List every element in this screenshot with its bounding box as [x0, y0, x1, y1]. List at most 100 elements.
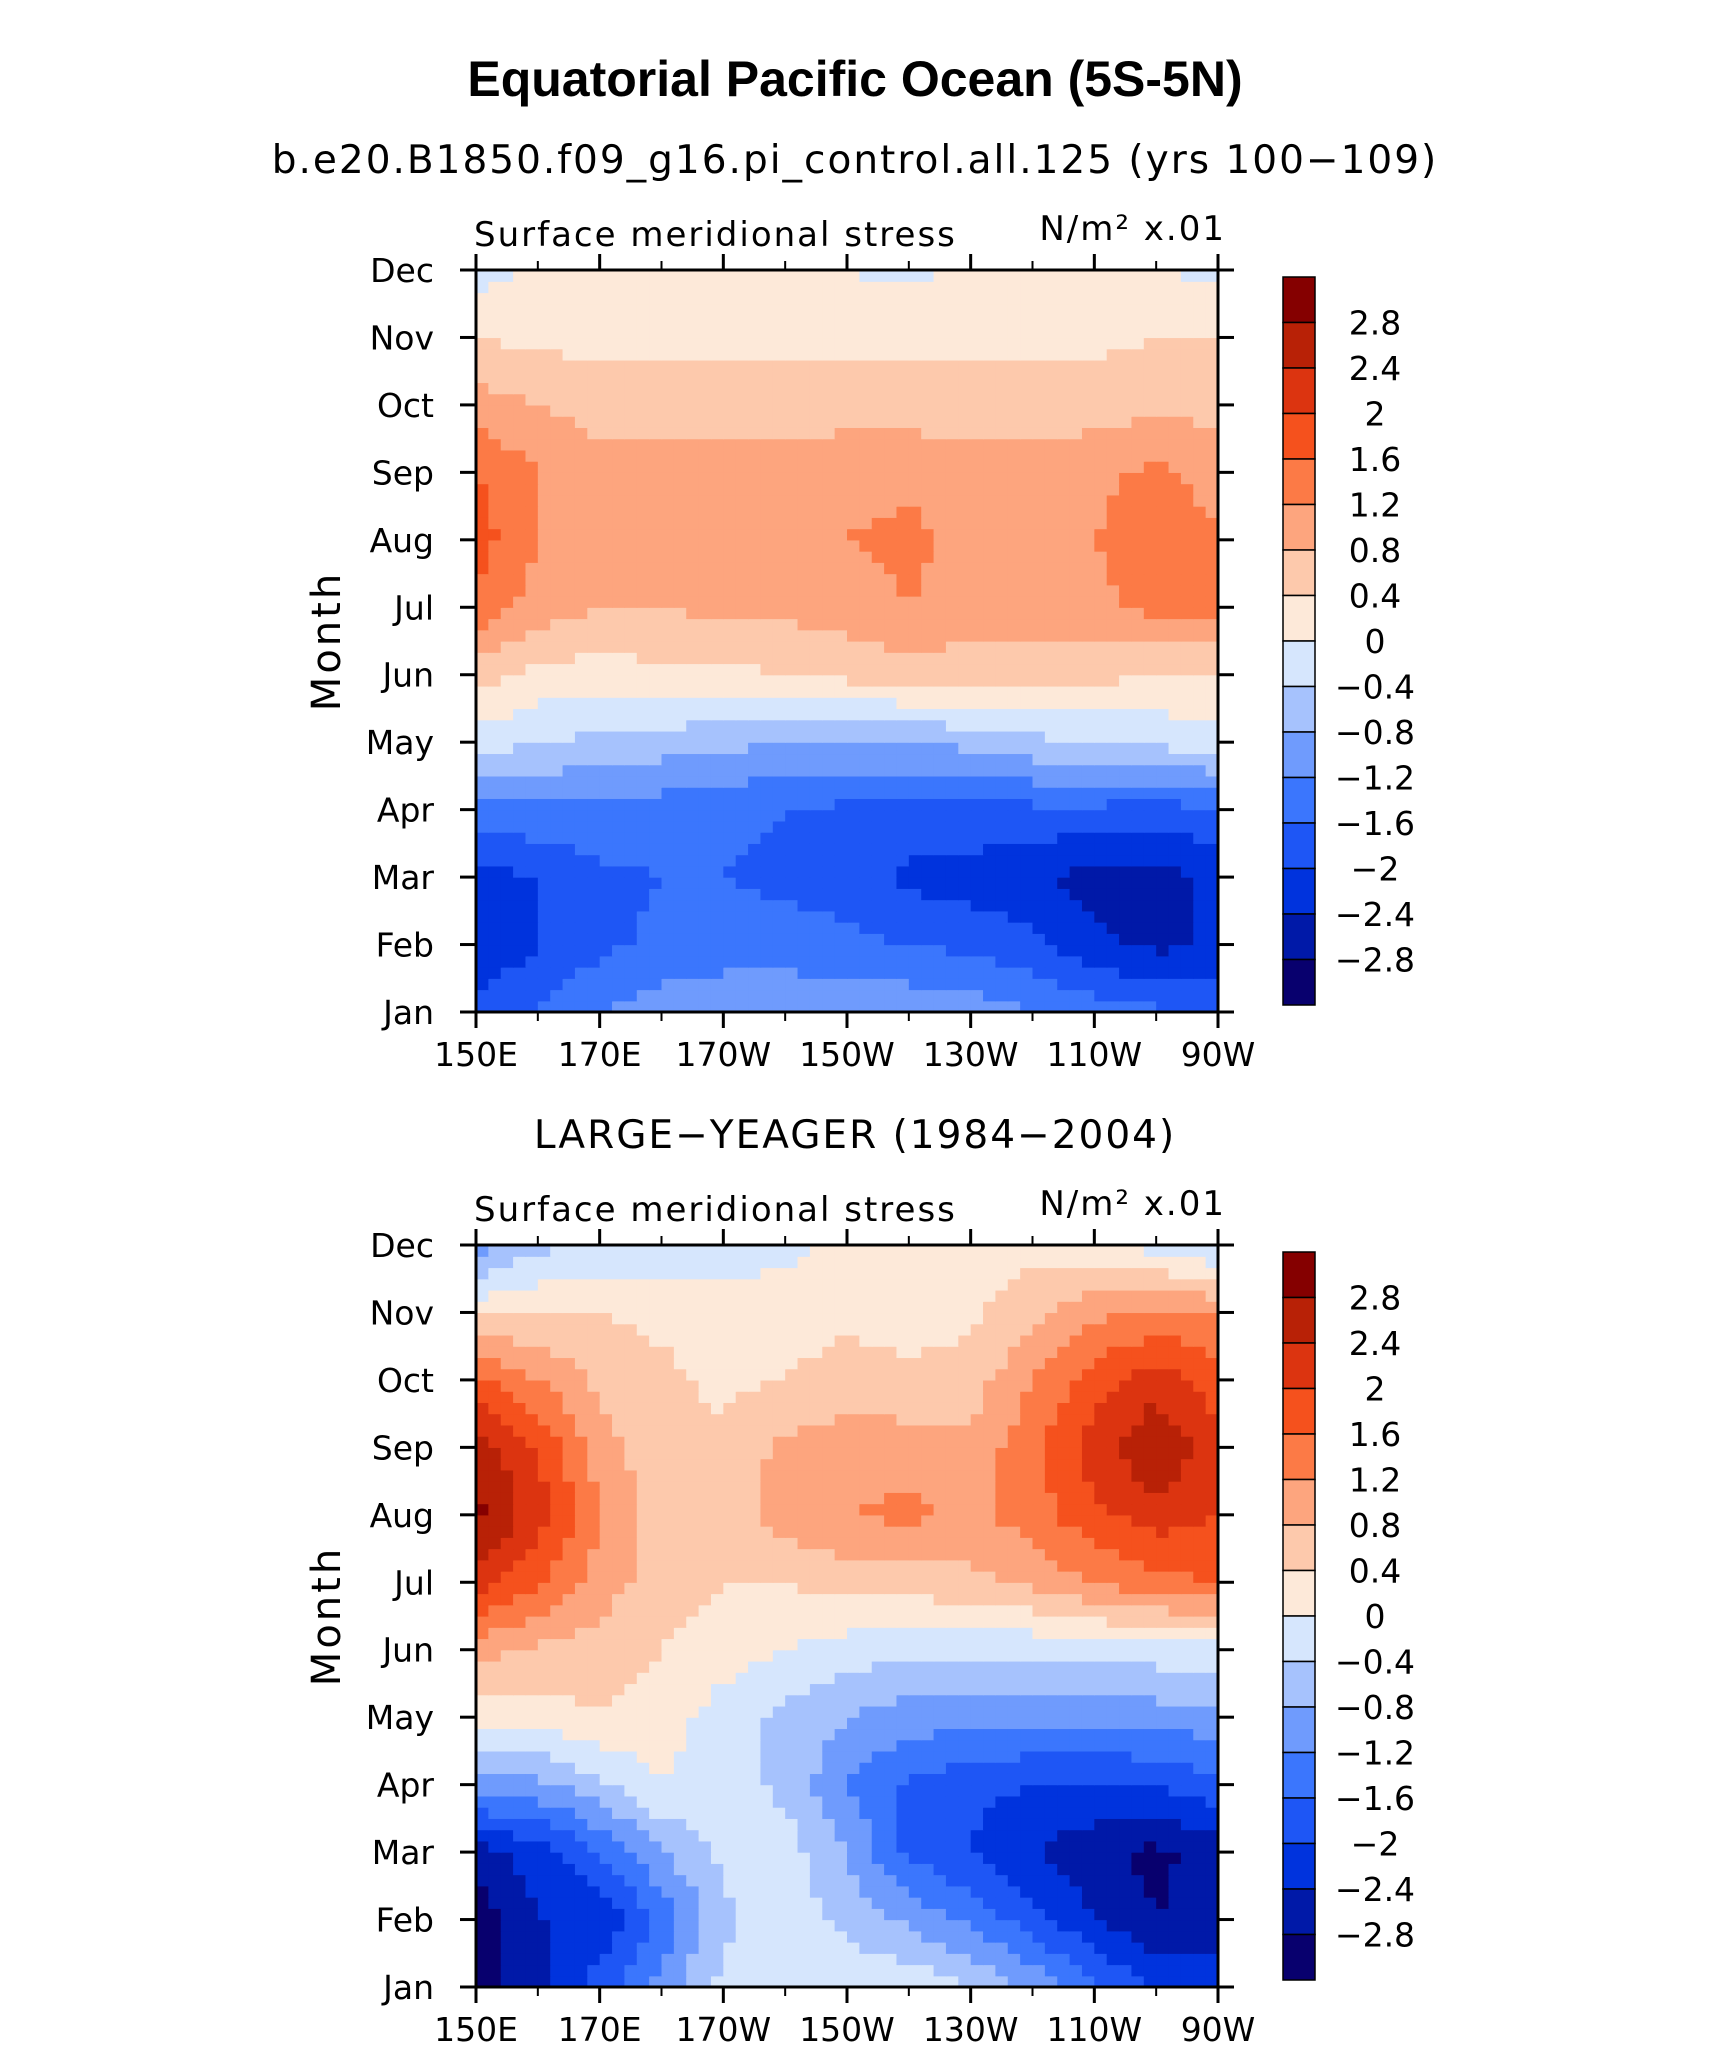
heatmap-cell — [834, 1863, 848, 1876]
heatmap-cell — [698, 787, 712, 799]
heatmap-cell — [933, 719, 947, 732]
heatmap-cell — [809, 483, 823, 496]
heatmap-cell — [760, 730, 774, 743]
heatmap-cell — [537, 337, 551, 350]
heatmap-cell — [698, 1953, 712, 1966]
heatmap-cell — [525, 719, 539, 732]
heatmap-cell — [908, 1874, 922, 1887]
heatmap-cell — [735, 663, 749, 676]
heatmap-cell — [624, 314, 638, 327]
heatmap-cell — [1044, 910, 1058, 923]
heatmap-cell — [1081, 292, 1095, 305]
heatmap-cell — [599, 1885, 613, 1898]
heatmap-cell — [1156, 270, 1170, 282]
heatmap-cell — [970, 629, 984, 642]
heatmap-cell — [1032, 404, 1046, 417]
heatmap-cell — [1168, 697, 1182, 710]
heatmap-cell — [686, 775, 700, 788]
heatmap-cell — [636, 607, 650, 620]
heatmap-cell — [735, 337, 749, 350]
heatmap-cell — [871, 539, 885, 552]
heatmap-cell — [933, 922, 947, 934]
heatmap-cell — [1168, 955, 1182, 968]
heatmap-cell — [785, 1818, 799, 1831]
heatmap-cell — [1057, 404, 1071, 417]
heatmap-cell — [476, 933, 489, 946]
heatmap-cell — [735, 584, 749, 597]
heatmap-cell — [1069, 359, 1083, 372]
heatmap-cell — [488, 371, 502, 384]
heatmap-cell — [1044, 652, 1058, 665]
heatmap-cell — [970, 888, 984, 901]
heatmap-cell — [1180, 1863, 1194, 1876]
heatmap-cell — [1032, 449, 1046, 462]
heatmap-cell — [958, 618, 972, 631]
heatmap-cell — [1205, 314, 1219, 327]
heatmap-cell — [525, 978, 539, 991]
heatmap-cell — [797, 607, 811, 620]
heatmap-cell — [1119, 596, 1133, 608]
heatmap-cell — [513, 449, 527, 462]
heatmap-cell — [513, 1807, 527, 1819]
heatmap-cell — [748, 730, 762, 743]
heatmap-cell — [933, 685, 947, 698]
heatmap-cell — [772, 1852, 786, 1864]
heatmap-cell — [710, 551, 724, 563]
heatmap-cell — [1168, 1840, 1182, 1853]
heatmap-cell — [500, 922, 514, 934]
heatmap-cell — [1032, 1930, 1046, 1943]
heatmap-cell — [1119, 1930, 1133, 1943]
heatmap-cell — [1094, 1818, 1108, 1831]
heatmap-cell — [710, 404, 724, 417]
heatmap-cell — [1057, 348, 1071, 361]
heatmap-cell — [1044, 641, 1058, 653]
heatmap-cell — [1119, 742, 1133, 755]
heatmap-cell — [970, 708, 984, 721]
heatmap-cell — [797, 719, 811, 732]
heatmap-cell — [785, 933, 799, 946]
heatmap-cell — [884, 427, 898, 440]
heatmap-cell — [525, 1975, 539, 1988]
heatmap-cell — [1081, 944, 1095, 957]
heatmap-cell — [1193, 382, 1207, 395]
heatmap-cell — [1119, 775, 1133, 788]
heatmap-cell — [1143, 449, 1157, 462]
heatmap-cell — [723, 697, 737, 710]
heatmap-cell — [723, 393, 737, 406]
heatmap-cell — [735, 674, 749, 687]
heatmap-cell — [921, 1818, 935, 1831]
heatmap-cell — [673, 685, 687, 698]
heatmap-cell — [1205, 933, 1219, 946]
heatmap-cell — [661, 292, 675, 305]
heatmap-cell — [624, 1964, 638, 1977]
heatmap-cell — [1032, 888, 1046, 901]
heatmap-cell — [698, 1930, 712, 1943]
heatmap-cell — [476, 573, 489, 586]
heatmap-cell — [1156, 1908, 1170, 1921]
heatmap-cell — [772, 528, 786, 541]
heatmap-cell — [908, 348, 922, 361]
heatmap-cell — [760, 775, 774, 788]
heatmap-cell — [884, 922, 898, 934]
heatmap-cell — [1020, 270, 1034, 282]
heatmap-cell — [970, 742, 984, 755]
heatmap-cell — [933, 798, 947, 811]
heatmap-cell — [933, 1829, 947, 1842]
heatmap-cell — [970, 652, 984, 665]
heatmap-cell — [1081, 326, 1095, 339]
heatmap-cell — [661, 843, 675, 856]
heatmap-cell — [983, 427, 996, 440]
heatmap-cell — [785, 539, 799, 552]
heatmap-cell — [599, 382, 613, 395]
heatmap-cell — [550, 843, 564, 856]
heatmap-cell — [500, 798, 514, 811]
heatmap-cell — [797, 337, 811, 350]
heatmap-cell — [995, 1930, 1009, 1943]
heatmap-cell — [785, 326, 799, 339]
heatmap-cell — [809, 1840, 823, 1853]
heatmap-cell — [809, 494, 823, 507]
heatmap-cell — [1119, 551, 1133, 563]
heatmap-cell — [834, 393, 848, 406]
heatmap-cell — [884, 1829, 898, 1842]
heatmap-cell — [1081, 1840, 1095, 1853]
